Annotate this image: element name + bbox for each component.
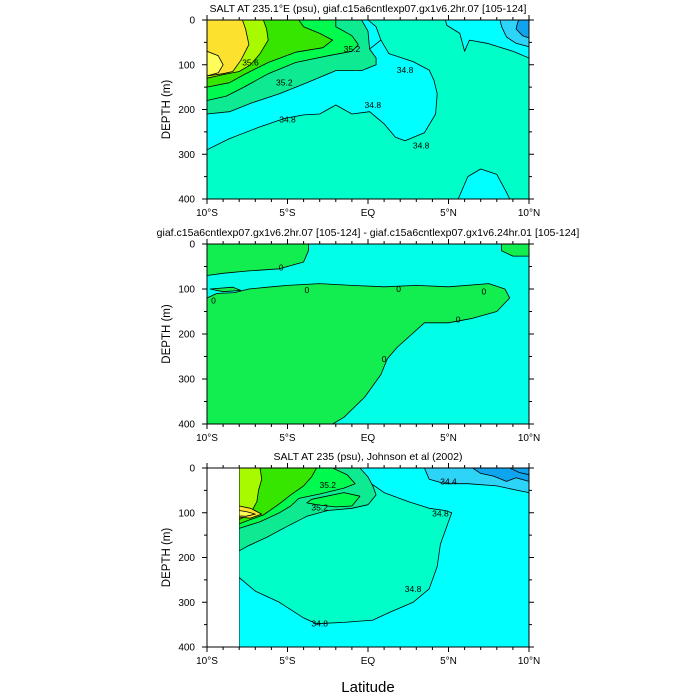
panel-title: SALT AT 235 (psu), Johnson et al (2002) [274,451,463,463]
contour-band-diff_high [207,283,511,424]
y-tick-label: 200 [178,105,195,116]
y-tick-label: 100 [178,285,195,296]
contour-label: 35.2 [319,480,336,490]
contour-label: 35.2 [276,78,293,88]
contour-label: 35.2 [344,44,361,54]
contour-label: 0 [456,315,461,325]
contour-band-36-0 [207,50,224,77]
contour-label: 0 [382,354,387,364]
contour-label: 0 [482,286,487,296]
chart-panel-1: 35.6 35.2 35.2 34.8 34.8 34.8 34.8 SALT AT 235.… [161,3,540,219]
x-tick-label: 10°S [196,208,218,219]
contour-label: 34.8 [397,65,414,75]
contour-band-34-2 [515,20,529,39]
contour-band-34-6 [457,168,511,199]
contour-label: 35.6 [242,58,259,68]
contour-label: 34.4 [440,476,457,486]
contour-label: 0 [396,284,401,294]
chart-panel-2: 000 0 000giaf.c15a6cntlexp07.gx1v6.2hr.07 … [157,227,580,444]
y-axis-label: DEPTH (m) [161,304,173,364]
contour-band-36-0 [239,510,256,517]
chart-panel-3: 35.2 35.2 34.4 34.8 34.8 34.8 SALT AT 235 (psu… [161,451,540,667]
y-tick-label: 300 [178,598,195,609]
contour-label: 0 [279,262,284,272]
y-tick-label: 0 [189,464,195,475]
x-axis-label: Latitude [341,679,394,696]
x-tick-label: 10°S [196,433,218,444]
contour-label: 0 [304,285,309,295]
y-tick-label: 400 [178,643,195,654]
x-tick-label: 5°S [279,208,296,219]
contour-label: 34.8 [279,114,296,124]
contour-line [369,39,382,50]
y-tick-label: 400 [178,420,195,431]
x-tick-label: EQ [361,208,376,219]
contour-label: 34.8 [405,584,422,594]
contour-band-34-6 [239,468,529,647]
contour-field [239,468,529,647]
contour-label: 34.8 [365,100,382,110]
contour-label: 0 [211,295,216,305]
y-tick-label: 0 [189,240,195,251]
y-tick-label: 100 [178,508,195,519]
y-tick-label: 300 [178,375,195,386]
x-tick-label: 5°N [440,656,457,667]
contour-band-34-2 [509,468,529,476]
panel-title: giaf.c15a6cntlexp07.gx1v6.2hr.07 [105-12… [157,227,580,239]
y-axis-label: DEPTH (m) [161,528,173,588]
x-tick-label: EQ [361,656,376,667]
x-tick-label: 5°N [440,433,457,444]
y-tick-label: 300 [178,150,195,161]
contour-field [207,20,529,199]
x-tick-label: 10°N [518,656,540,667]
x-tick-label: 10°S [196,656,218,667]
y-tick-label: 400 [178,195,195,206]
x-tick-label: 5°S [279,433,296,444]
contour-band-35-6 [239,468,263,520]
y-tick-label: 0 [189,16,195,27]
panel-title: SALT AT 235.1°E (psu), giaf.c15a6cntlexp… [210,3,527,15]
x-tick-label: 10°N [518,433,540,444]
x-tick-label: 5°S [279,656,296,667]
contour-band-35-2 [306,492,361,508]
contour-band-diff_high [207,244,309,276]
y-tick-label: 200 [178,330,195,341]
contour-band-diff_high [209,286,242,293]
contour-label: 34.8 [311,619,328,629]
y-tick-label: 200 [178,553,195,564]
contour-band-diff_high [501,244,529,257]
x-tick-label: 5°N [440,208,457,219]
x-tick-label: EQ [361,433,376,444]
x-tick-label: 10°N [518,208,540,219]
contour-label: 34.8 [413,140,430,150]
contour-band-34-2 [472,468,529,482]
contour-label: 34.8 [432,509,449,519]
y-axis-label: DEPTH (m) [161,80,173,140]
contour-label: 35.2 [311,502,328,512]
y-tick-label: 100 [178,60,195,71]
contour-field [207,244,529,424]
